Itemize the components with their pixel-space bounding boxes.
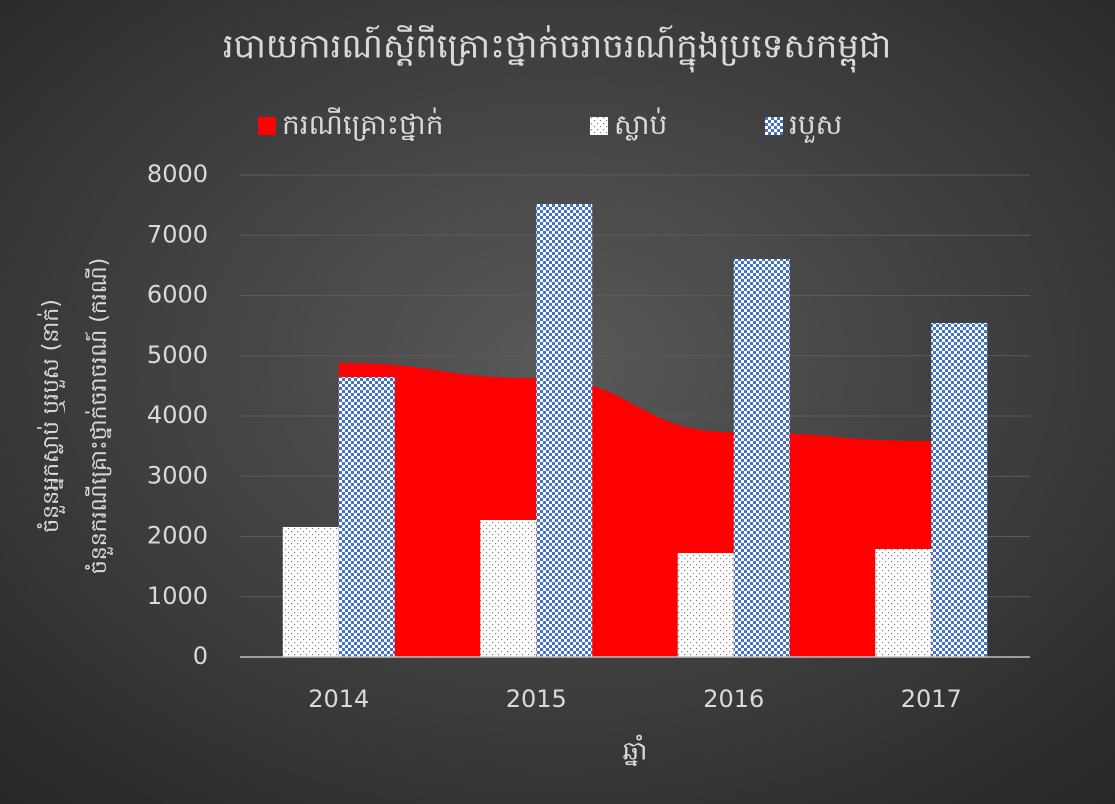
y-tick-label: 2000 [147,522,208,550]
legend-swatch [590,117,608,135]
y-tick-label: 0 [193,642,208,670]
y-tick-label: 1000 [147,582,208,610]
legend-label: ស្លាប់ [614,107,667,141]
y-tick-label: 8000 [147,160,208,188]
x-tick-label: 2016 [703,685,764,713]
y-tick-label: 5000 [147,341,208,369]
legend-label: ករណីគ្រោះថ្នាក់ [282,107,443,141]
x-tick-label: 2014 [308,685,369,713]
legend-swatch [258,117,276,135]
x-tick-label: 2015 [506,685,567,713]
y-axis-title: ចំនួនករណីគ្រោះថ្នាក់ចរាចរណ៍ (ករណី) [85,258,113,574]
y-tick-label: 4000 [147,401,208,429]
bar [536,203,593,657]
y-axis-title: ចំនួនអ្នកស្លាប់ ឬរបួស (នាក់) [37,299,66,533]
bar [875,548,932,657]
y-tick-label: 7000 [147,220,208,248]
bar [931,322,988,657]
legend-swatch [765,117,783,135]
x-tick-label: 2017 [901,685,962,713]
bar [282,526,339,657]
bar [677,553,734,657]
bar [338,377,395,657]
chart-title: របាយការណ៍ស្តីពីគ្រោះថ្នាក់ចរាចរណ៍ក្នុងប្… [223,25,892,73]
legend-label: របួស [789,108,842,143]
bar [480,519,537,657]
y-tick-label: 3000 [147,461,208,489]
y-tick-label: 6000 [147,281,208,309]
x-axis-title: ឆ្នាំ [623,735,648,767]
bar [733,258,790,657]
